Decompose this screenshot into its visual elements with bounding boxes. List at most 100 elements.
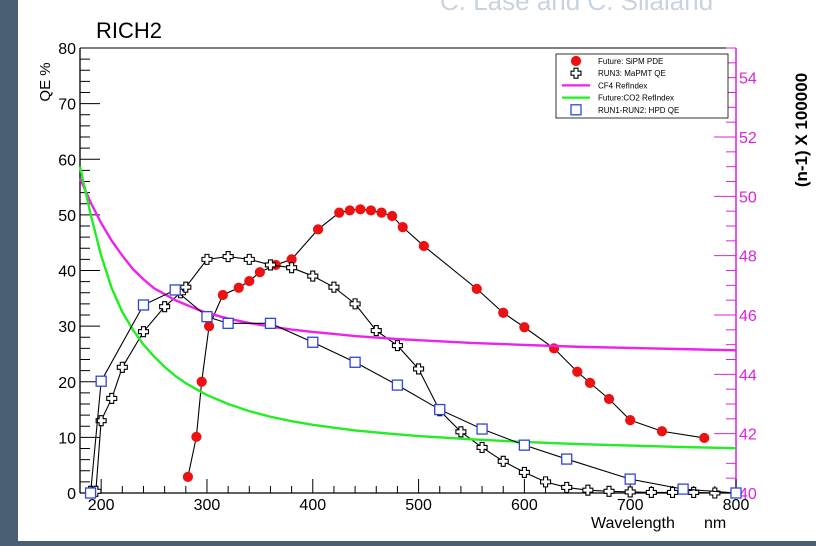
legend-label-co2: Future:CO2 RefIndex (598, 94, 674, 103)
data-point-sipm (699, 432, 710, 444)
data-point-mapmt (582, 484, 594, 496)
x-tick-label: 500 (405, 497, 432, 514)
data-point-hpd (222, 317, 234, 329)
y2-tick-label: 42 (739, 427, 757, 444)
y-tick-label: 0 (67, 486, 76, 503)
series-line-hpd (90, 289, 737, 494)
data-point-sipm (355, 204, 366, 215)
y2-tick-label: 54 (739, 71, 757, 88)
series-sipm (182, 204, 710, 482)
data-point-mapmt (264, 259, 277, 271)
data-point-hpd (624, 473, 636, 485)
data-point-sipm (334, 207, 345, 218)
data-point-mapmt (624, 486, 636, 498)
x-axis-label: Wavelength (591, 515, 675, 532)
data-point-mapmt (539, 476, 552, 488)
data-point-hpd (264, 317, 277, 329)
data-point-sipm (397, 222, 408, 233)
y-tick-label: 20 (58, 375, 76, 392)
data-point-hpd (677, 483, 689, 495)
legend-label-sipm: Future: SiPM PDE (598, 57, 663, 66)
series-cf4 (78, 178, 737, 352)
data-point-hpd (434, 403, 446, 416)
y-tick-label: 70 (58, 97, 76, 114)
data-point-mapmt (307, 270, 319, 282)
y-tick-label: 40 (58, 264, 76, 281)
data-point-sipm (603, 393, 615, 405)
data-point-sipm (498, 307, 509, 318)
data-point-mapmt (476, 441, 488, 453)
data-point-mapmt (95, 415, 107, 427)
series-hpd (84, 284, 742, 499)
data-point-sipm (418, 240, 429, 252)
data-point-mapmt (688, 486, 700, 498)
data-point-mapmt (645, 486, 657, 498)
data-point-sipm (196, 376, 207, 387)
plot-frame: RICH2 QE % (n-1) X 100000 Wavelength nm … (18, 0, 816, 541)
data-point-hpd (84, 487, 97, 499)
data-point-sipm (344, 205, 355, 216)
data-point-sipm (244, 275, 255, 287)
data-point-mapmt (243, 253, 255, 265)
data-point-sipm (519, 322, 530, 333)
chart-title: RICH2 (96, 18, 162, 43)
data-point-hpd (518, 439, 531, 451)
legend-marker-sipm (570, 55, 582, 67)
data-point-mapmt (603, 485, 615, 497)
data-point-sipm (471, 283, 482, 294)
data-point-sipm (233, 282, 244, 293)
data-point-hpd (561, 453, 573, 465)
data-point-mapmt (159, 301, 171, 313)
series-mapmt (85, 251, 742, 499)
data-point-sipm (376, 207, 387, 218)
credit-text: C. Lase and C. Silaland (440, 0, 714, 16)
data-point-mapmt (106, 392, 118, 404)
data-point-sipm (365, 205, 377, 216)
y-tick-label: 80 (58, 41, 76, 58)
data-point-mapmt (666, 486, 679, 498)
series-line-cf4 (78, 178, 737, 352)
series-line-co2 (78, 166, 737, 450)
x-tick-label: 600 (511, 497, 538, 514)
data-point-sipm (584, 377, 596, 388)
x-tick-label: 700 (617, 497, 644, 514)
y2-tick-label: 44 (739, 367, 757, 384)
chart: RICH2 QE % (n-1) X 100000 Wavelength nm … (37, 18, 811, 532)
data-point-mapmt (286, 262, 298, 274)
data-point-hpd (307, 336, 319, 348)
y2-tick-label: 40 (739, 486, 757, 503)
data-point-mapmt (328, 281, 340, 293)
y-tick-label: 60 (58, 152, 76, 169)
x-axis-unit: nm (704, 515, 726, 532)
y-tick-label: 30 (58, 319, 76, 336)
data-point-sipm (656, 426, 668, 437)
y2-tick-label: 52 (739, 130, 757, 147)
data-point-hpd (476, 423, 488, 435)
data-point-hpd (201, 311, 213, 323)
data-point-sipm (191, 431, 202, 442)
x-tick-label: 400 (299, 497, 326, 514)
data-point-sipm (217, 289, 228, 301)
legend-marker-hpd (570, 104, 582, 116)
data-point-sipm (312, 224, 324, 235)
x-tick-label: 300 (194, 497, 221, 514)
x-tick-label: 800 (723, 497, 750, 514)
x-tick-label: 200 (88, 497, 115, 514)
data-point-mapmt (709, 487, 721, 499)
y-tick-label: 50 (58, 208, 76, 225)
data-point-mapmt (561, 481, 573, 493)
y-tick-label: 10 (58, 430, 76, 447)
data-point-hpd (95, 375, 107, 387)
data-point-hpd (730, 487, 742, 499)
data-point-sipm (203, 321, 215, 332)
y2-tick-label: 46 (739, 308, 757, 325)
data-point-sipm (572, 366, 583, 377)
data-point-hpd (169, 284, 181, 296)
data-point-mapmt (370, 325, 382, 337)
data-point-mapmt (518, 466, 530, 478)
data-point-sipm (387, 210, 398, 222)
data-point-mapmt (349, 298, 361, 310)
data-point-mapmt (413, 363, 425, 375)
data-point-mapmt (116, 361, 128, 373)
